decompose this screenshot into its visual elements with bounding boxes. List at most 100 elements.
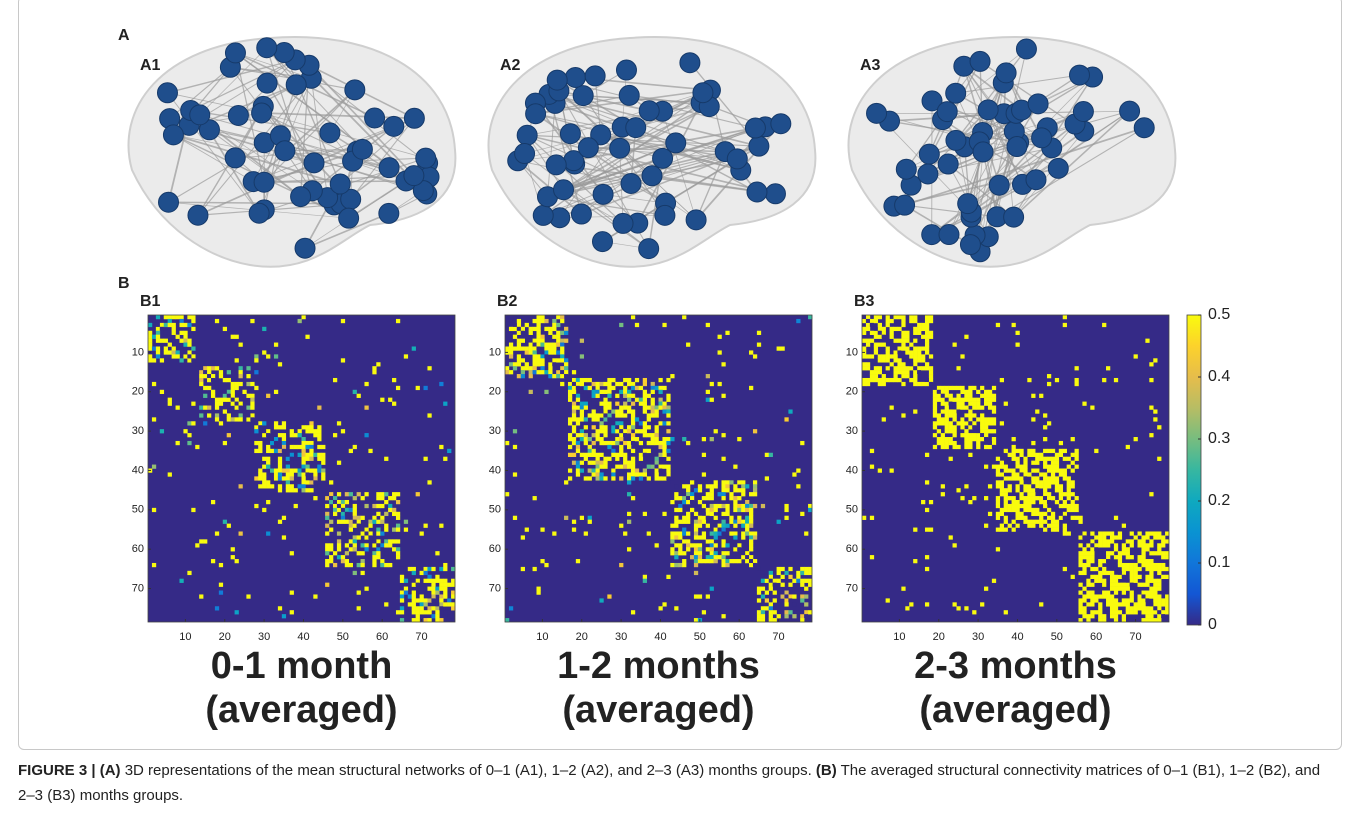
matrix-cell xyxy=(647,417,651,421)
matrix-cell xyxy=(1019,465,1023,469)
matrix-cell xyxy=(1012,453,1016,457)
network-node xyxy=(958,194,978,214)
matrix-cell xyxy=(447,449,451,453)
matrix-cell xyxy=(635,398,639,402)
matrix-cell xyxy=(619,465,623,469)
matrix-cell xyxy=(882,343,886,347)
matrix-cell xyxy=(1078,516,1082,520)
matrix-cell xyxy=(505,315,509,319)
matrix-cell xyxy=(945,429,949,433)
matrix-cell xyxy=(372,504,376,508)
matrix-cell xyxy=(1016,484,1020,488)
matrix-cell xyxy=(627,409,631,413)
matrix-cell xyxy=(647,425,651,429)
matrix-cell xyxy=(980,433,984,437)
matrix-cell xyxy=(1086,594,1090,598)
matrix-cell xyxy=(364,535,368,539)
matrix-cell xyxy=(953,406,957,410)
matrix-cell xyxy=(1086,559,1090,563)
matrix-cell xyxy=(611,476,615,480)
matrix-cell xyxy=(917,366,921,370)
matrix-cell xyxy=(357,606,361,610)
matrix-cell xyxy=(921,358,925,362)
matrix-cell xyxy=(953,602,957,606)
matrix-cell xyxy=(647,394,651,398)
matrix-cell xyxy=(725,480,729,484)
matrix-cell xyxy=(1063,457,1067,461)
matrix-cell xyxy=(674,524,678,528)
matrix-cell xyxy=(878,327,882,331)
matrix-cell xyxy=(796,575,800,579)
matrix-cell xyxy=(886,378,890,382)
matrix-cell xyxy=(540,315,544,319)
matrix-cell xyxy=(282,441,286,445)
matrix-cell xyxy=(781,594,785,598)
y-tick-label: 30 xyxy=(846,425,858,437)
matrix-cell xyxy=(412,571,416,575)
matrix-cell xyxy=(317,406,321,410)
matrix-cell xyxy=(670,374,674,378)
matrix-cell xyxy=(741,520,745,524)
matrix-cell xyxy=(941,484,945,488)
matrix-cell xyxy=(729,559,733,563)
matrix-cell xyxy=(1098,614,1102,618)
matrix-cell xyxy=(741,492,745,496)
matrix-cell xyxy=(325,496,329,500)
matrix-cell xyxy=(361,563,365,567)
matrix-cell xyxy=(659,386,663,390)
matrix-cell xyxy=(172,323,176,327)
matrix-cell xyxy=(1047,421,1051,425)
matrix-cell xyxy=(686,484,690,488)
matrix-cell xyxy=(980,386,984,390)
matrix-cell xyxy=(611,449,615,453)
matrix-cell xyxy=(870,378,874,382)
matrix-cell xyxy=(1000,378,1004,382)
matrix-cell xyxy=(1008,504,1012,508)
matrix-cell xyxy=(913,409,917,413)
matrix-cell xyxy=(599,476,603,480)
matrix-cell xyxy=(1157,598,1161,602)
matrix-cell xyxy=(960,417,964,421)
matrix-cell xyxy=(913,350,917,354)
matrix-cell xyxy=(408,567,412,571)
matrix-cell xyxy=(286,465,290,469)
network-node xyxy=(515,144,535,164)
matrix-cell xyxy=(1126,583,1130,587)
matrix-cell xyxy=(313,496,317,500)
matrix-cell xyxy=(878,335,882,339)
matrix-cell xyxy=(933,409,937,413)
matrix-cell xyxy=(231,417,235,421)
matrix-cell xyxy=(372,555,376,559)
matrix-cell xyxy=(1106,531,1110,535)
matrix-cell xyxy=(1008,488,1012,492)
matrix-cell xyxy=(1047,374,1051,378)
matrix-cell xyxy=(1004,528,1008,532)
matrix-cell xyxy=(1090,551,1094,555)
matrix-cell xyxy=(702,496,706,500)
matrix-cell xyxy=(1086,579,1090,583)
matrix-cell xyxy=(682,496,686,500)
matrix-cell xyxy=(1035,409,1039,413)
matrix-cell xyxy=(227,390,231,394)
matrix-cell xyxy=(317,429,321,433)
matrix-cell xyxy=(317,433,321,437)
matrix-cell xyxy=(572,417,576,421)
matrix-cell xyxy=(929,315,933,319)
matrix-cell xyxy=(517,327,521,331)
matrix-cell xyxy=(235,406,239,410)
matrix-cell xyxy=(1114,543,1118,547)
matrix-cell xyxy=(607,406,611,410)
matrix-cell xyxy=(670,547,674,551)
matrix-cell xyxy=(1031,449,1035,453)
matrix-cell xyxy=(1106,598,1110,602)
matrix-cell xyxy=(607,457,611,461)
matrix-cell xyxy=(412,602,416,606)
matrix-cell xyxy=(552,531,556,535)
matrix-cell xyxy=(223,520,227,524)
matrix-cell xyxy=(1153,409,1157,413)
matrix-cell xyxy=(698,524,702,528)
matrix-cell xyxy=(1023,469,1027,473)
matrix-cell xyxy=(211,394,215,398)
matrix-cell xyxy=(678,488,682,492)
matrix-cell xyxy=(211,378,215,382)
